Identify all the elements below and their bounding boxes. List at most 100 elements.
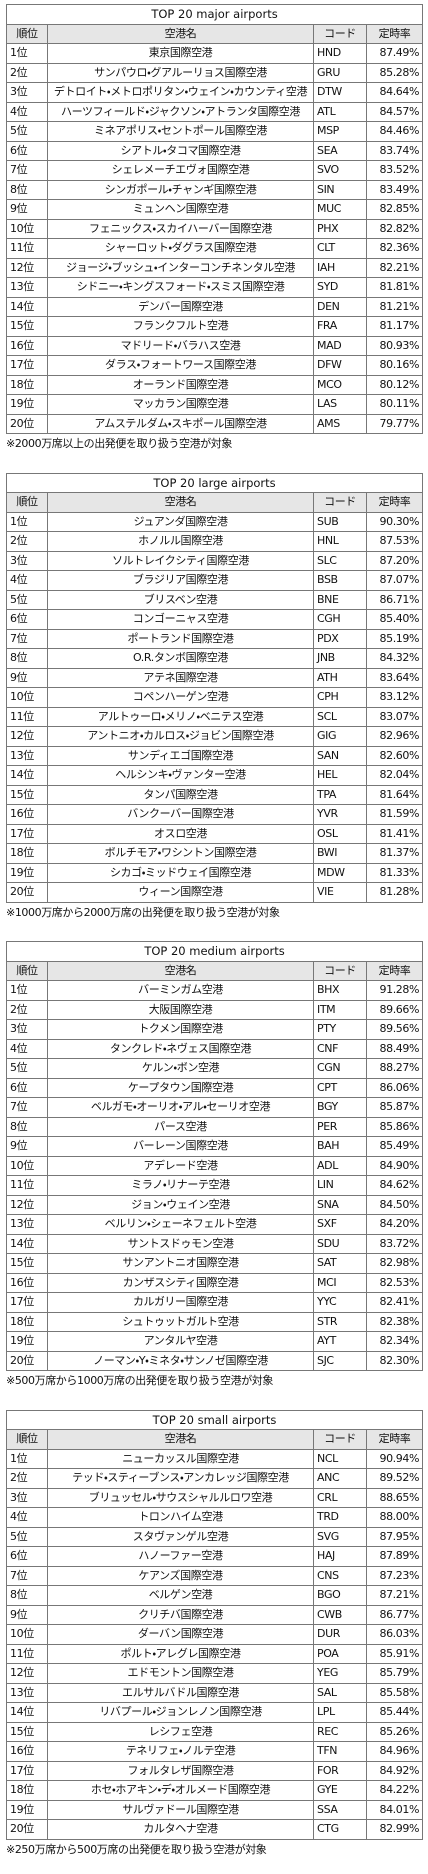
airport-name-cell: シンガポール・チャンギ国際空港 <box>47 179 314 200</box>
ranking-row: 17位 ダラス・フォートワース国際空港 DFW 80.16% <box>6 355 424 376</box>
rank-cell: 17位 <box>6 355 48 376</box>
ranking-row: 16位 カンザスシティ国際空港 MCI 82.53% <box>6 1272 424 1293</box>
title-row: TOP 20 medium airports <box>5 941 424 962</box>
rate-cell: 86.06% <box>365 1077 424 1098</box>
ranking-row: 7位 ポートランド国際空港 PDX 85.19% <box>6 628 424 649</box>
rate-cell: 87.20% <box>365 550 424 571</box>
rate-cell: 88.00% <box>365 1507 424 1528</box>
code-cell: CLT <box>313 238 367 259</box>
airport-name-cell: ベルリン・シェーネフェルト空港 <box>47 1214 314 1235</box>
code-cell: REC <box>313 1721 367 1742</box>
column-header: コード <box>313 23 367 44</box>
airport-name-cell: トクメン国際空港 <box>47 1019 314 1040</box>
airport-name-cell: トロンハイム空港 <box>47 1507 314 1528</box>
code-cell: BWI <box>313 843 367 864</box>
column-header: 順位 <box>6 1429 48 1450</box>
code-cell: MCO <box>313 374 367 395</box>
code-cell: ITM <box>313 999 367 1020</box>
rank-cell: 18位 <box>6 1780 48 1801</box>
rank-cell: 10位 <box>6 1624 48 1645</box>
rank-cell: 13位 <box>6 745 48 766</box>
airport-name-cell: コペンハーゲン空港 <box>47 687 314 708</box>
code-cell: BSB <box>313 570 367 591</box>
airport-name-cell: ポートランド国際空港 <box>47 628 314 649</box>
column-header: コード <box>313 1429 367 1450</box>
airport-name-cell: テネリフェ・ノルテ空港 <box>47 1741 314 1762</box>
rate-cell: 82.53% <box>365 1272 424 1293</box>
rate-cell: 91.28% <box>365 980 424 1001</box>
code-cell: SNA <box>313 1194 367 1215</box>
ranking-row: 5位 スタヴァンゲル空港 SVG 87.95% <box>6 1526 424 1547</box>
rate-cell: 87.23% <box>365 1565 424 1586</box>
ranking-row: 15位 レシフェ空港 REC 85.26% <box>6 1721 424 1742</box>
rank-cell: 16位 <box>6 335 48 356</box>
airport-name-cell: アテネ国際空港 <box>47 667 314 688</box>
ranking-row: 20位 ウィーン国際空港 VIE 81.28% <box>6 882 424 903</box>
table-title: TOP 20 major airports <box>5 4 424 25</box>
rank-cell: 8位 <box>6 1116 48 1137</box>
airport-name-cell: ケルン・ボン空港 <box>47 1058 314 1079</box>
rate-cell: 90.94% <box>365 1448 424 1469</box>
airport-name-cell: シカゴ・ミッドウェイ国際空港 <box>47 862 314 883</box>
airport-name-cell: ダーバン国際空港 <box>47 1624 314 1645</box>
ranking-row: 8位 パース空港 PER 85.86% <box>6 1116 424 1137</box>
column-header: コード <box>313 960 367 981</box>
airport-name-cell: サンパウロ・グアルーリョス国際空港 <box>47 62 314 83</box>
code-cell: CWB <box>313 1604 367 1625</box>
column-header: 定時率 <box>365 23 424 44</box>
code-cell: SAT <box>313 1253 367 1274</box>
airport-name-cell: ブリスベン空港 <box>47 589 314 610</box>
code-cell: BHX <box>313 980 367 1001</box>
code-cell: MUC <box>313 199 367 220</box>
rank-cell: 17位 <box>6 823 48 844</box>
ranking-row: 13位 シドニー・キングスフォード・スミス国際空港 SYD 81.81% <box>6 277 424 298</box>
ranking-row: 6位 ハノーファー空港 HAJ 87.89% <box>6 1546 424 1567</box>
code-cell: SCL <box>313 706 367 727</box>
airport-name-cell: アンタルヤ空港 <box>47 1331 314 1352</box>
code-cell: ANC <box>313 1468 367 1489</box>
rank-cell: 14位 <box>6 1233 48 1254</box>
rate-cell: 81.37% <box>365 843 424 864</box>
ranking-row: 18位 ホセ・ホアキン・デ・オルメード国際空港 GYE 84.22% <box>6 1780 424 1801</box>
code-cell: BAH <box>313 1136 367 1157</box>
code-cell: TRD <box>313 1507 367 1528</box>
code-cell: FOR <box>313 1760 367 1781</box>
airport-name-cell: カルタヘナ空港 <box>47 1819 314 1840</box>
rank-cell: 11位 <box>6 1175 48 1196</box>
column-header: 定時率 <box>365 492 424 513</box>
rate-cell: 82.96% <box>365 726 424 747</box>
code-cell: PTY <box>313 1019 367 1040</box>
code-cell: BGY <box>313 1097 367 1118</box>
rank-cell: 14位 <box>6 1702 48 1723</box>
rank-cell: 20位 <box>6 413 48 434</box>
ranking-row: 16位 バンクーバー国際空港 YVR 81.59% <box>6 804 424 825</box>
rate-cell: 82.34% <box>365 1331 424 1352</box>
ranking-row: 8位 ベルゲン空港 BGO 87.21% <box>6 1585 424 1606</box>
ranking-row: 10位 ダーバン国際空港 DUR 86.03% <box>6 1624 424 1645</box>
ranking-row: 15位 タンパ国際空港 TPA 81.64% <box>6 784 424 805</box>
rank-cell: 3位 <box>6 1487 48 1508</box>
rate-cell: 83.12% <box>365 687 424 708</box>
airport-name-cell: フェニックス・スカイハーバー国際空港 <box>47 218 314 239</box>
ranking-row: 17位 オスロ空港 OSL 81.41% <box>6 823 424 844</box>
rate-cell: 88.27% <box>365 1058 424 1079</box>
rank-cell: 20位 <box>6 882 48 903</box>
ranking-row: 12位 ジョージ・ブッシュ・インターコンチネンタル空港 IAH 82.21% <box>6 257 424 278</box>
rank-cell: 6位 <box>6 1546 48 1567</box>
code-cell: DFW <box>313 355 367 376</box>
ranking-row: 9位 バーレーン国際空港 BAH 85.49% <box>6 1136 424 1157</box>
code-cell: STR <box>313 1311 367 1332</box>
code-cell: GIG <box>313 726 367 747</box>
ranking-row: 5位 ケルン・ボン空港 CGN 88.27% <box>6 1058 424 1079</box>
code-cell: CGH <box>313 609 367 630</box>
code-cell: YVR <box>313 804 367 825</box>
rate-cell: 83.64% <box>365 667 424 688</box>
column-header: 空港名 <box>47 23 314 44</box>
rank-cell: 19位 <box>6 394 48 415</box>
rate-cell: 85.49% <box>365 1136 424 1157</box>
rate-cell: 82.38% <box>365 1311 424 1332</box>
code-cell: CGN <box>313 1058 367 1079</box>
code-cell: SXF <box>313 1214 367 1235</box>
ranking-row: 4位 トロンハイム空港 TRD 88.00% <box>6 1507 424 1528</box>
airport-name-cell: タンパ国際空港 <box>47 784 314 805</box>
